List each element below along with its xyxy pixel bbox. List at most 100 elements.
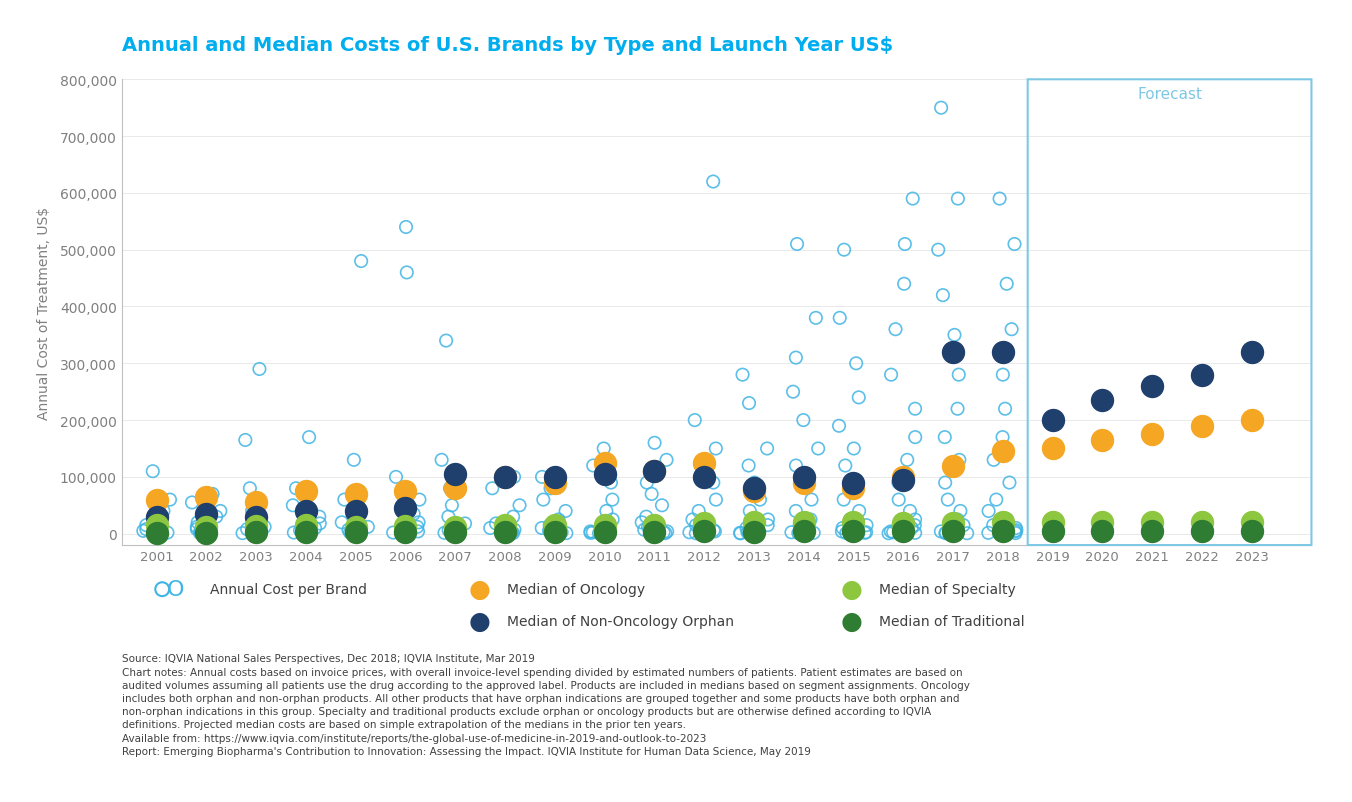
Point bbox=[944, 329, 965, 342]
Point bbox=[539, 519, 561, 532]
Point bbox=[1005, 527, 1026, 540]
Point bbox=[151, 583, 173, 596]
Point bbox=[445, 526, 466, 539]
Point bbox=[895, 527, 917, 540]
Point bbox=[803, 527, 825, 540]
Point bbox=[594, 526, 615, 539]
Point bbox=[583, 460, 604, 472]
Point bbox=[343, 454, 365, 467]
Text: O: O bbox=[168, 580, 184, 599]
Text: ●: ● bbox=[469, 577, 491, 602]
Point bbox=[495, 526, 516, 539]
Point bbox=[904, 527, 926, 540]
Point bbox=[508, 499, 530, 512]
Point bbox=[691, 527, 713, 540]
Point bbox=[1241, 516, 1263, 529]
Point bbox=[385, 471, 407, 484]
Point bbox=[888, 493, 910, 506]
Point bbox=[992, 369, 1014, 382]
Point bbox=[896, 454, 918, 467]
Point bbox=[953, 519, 975, 532]
Point bbox=[744, 476, 765, 489]
Point bbox=[930, 102, 952, 115]
Point bbox=[350, 255, 372, 268]
Point bbox=[245, 511, 266, 524]
Point bbox=[706, 493, 727, 506]
Point bbox=[704, 525, 726, 538]
Point bbox=[936, 527, 957, 540]
Point bbox=[331, 516, 353, 529]
Point bbox=[892, 517, 914, 530]
Point bbox=[977, 505, 999, 518]
Point bbox=[1042, 525, 1064, 537]
Point bbox=[999, 476, 1021, 489]
Point bbox=[1241, 346, 1263, 359]
Point bbox=[295, 519, 316, 532]
Point bbox=[408, 493, 430, 506]
Point bbox=[983, 454, 1005, 467]
Point bbox=[495, 471, 516, 484]
Point bbox=[146, 511, 168, 524]
Point bbox=[1091, 525, 1113, 537]
Point bbox=[942, 525, 964, 538]
Point bbox=[503, 524, 525, 537]
Point bbox=[757, 513, 779, 526]
Point bbox=[986, 493, 1007, 506]
Point bbox=[904, 513, 926, 526]
Point bbox=[833, 244, 854, 257]
Point bbox=[295, 505, 316, 518]
Point bbox=[247, 526, 269, 539]
Point bbox=[245, 520, 266, 533]
Point bbox=[831, 525, 853, 538]
Point bbox=[407, 525, 429, 538]
Point bbox=[854, 527, 876, 540]
Point bbox=[703, 176, 725, 188]
Point bbox=[592, 525, 614, 537]
Point bbox=[1191, 516, 1213, 529]
Point bbox=[944, 525, 965, 537]
Point bbox=[1042, 443, 1064, 456]
Point bbox=[234, 434, 256, 447]
Point bbox=[1005, 525, 1026, 538]
Point bbox=[790, 519, 811, 532]
Point bbox=[729, 527, 750, 540]
Point bbox=[949, 454, 971, 467]
Point bbox=[196, 508, 218, 520]
Point bbox=[135, 519, 157, 532]
Point bbox=[1141, 428, 1163, 441]
Point bbox=[1141, 525, 1163, 537]
Point bbox=[338, 524, 360, 537]
Point bbox=[304, 522, 326, 535]
Point bbox=[1241, 525, 1263, 537]
Point bbox=[146, 526, 168, 539]
Point bbox=[550, 526, 572, 539]
Point bbox=[454, 517, 476, 530]
Point bbox=[445, 520, 466, 533]
Point bbox=[445, 468, 466, 481]
Point bbox=[740, 505, 761, 518]
Point bbox=[792, 414, 814, 427]
Point bbox=[438, 511, 460, 524]
Point bbox=[637, 520, 658, 533]
Point bbox=[635, 476, 657, 489]
Point bbox=[308, 511, 330, 524]
Point bbox=[594, 468, 615, 481]
Point bbox=[160, 493, 181, 506]
Point bbox=[744, 527, 765, 540]
Point bbox=[503, 511, 525, 524]
Point bbox=[892, 474, 914, 487]
Point bbox=[744, 516, 765, 529]
Point bbox=[644, 465, 665, 478]
Point bbox=[679, 526, 700, 539]
Point bbox=[146, 493, 168, 506]
Point bbox=[904, 403, 926, 415]
Point bbox=[996, 278, 1018, 291]
Point bbox=[481, 482, 503, 495]
Point bbox=[1006, 525, 1028, 537]
Point bbox=[983, 519, 1005, 532]
Point bbox=[345, 526, 366, 539]
Point bbox=[1091, 395, 1113, 407]
Point bbox=[946, 403, 968, 415]
Point bbox=[977, 527, 999, 540]
Point bbox=[934, 431, 956, 444]
